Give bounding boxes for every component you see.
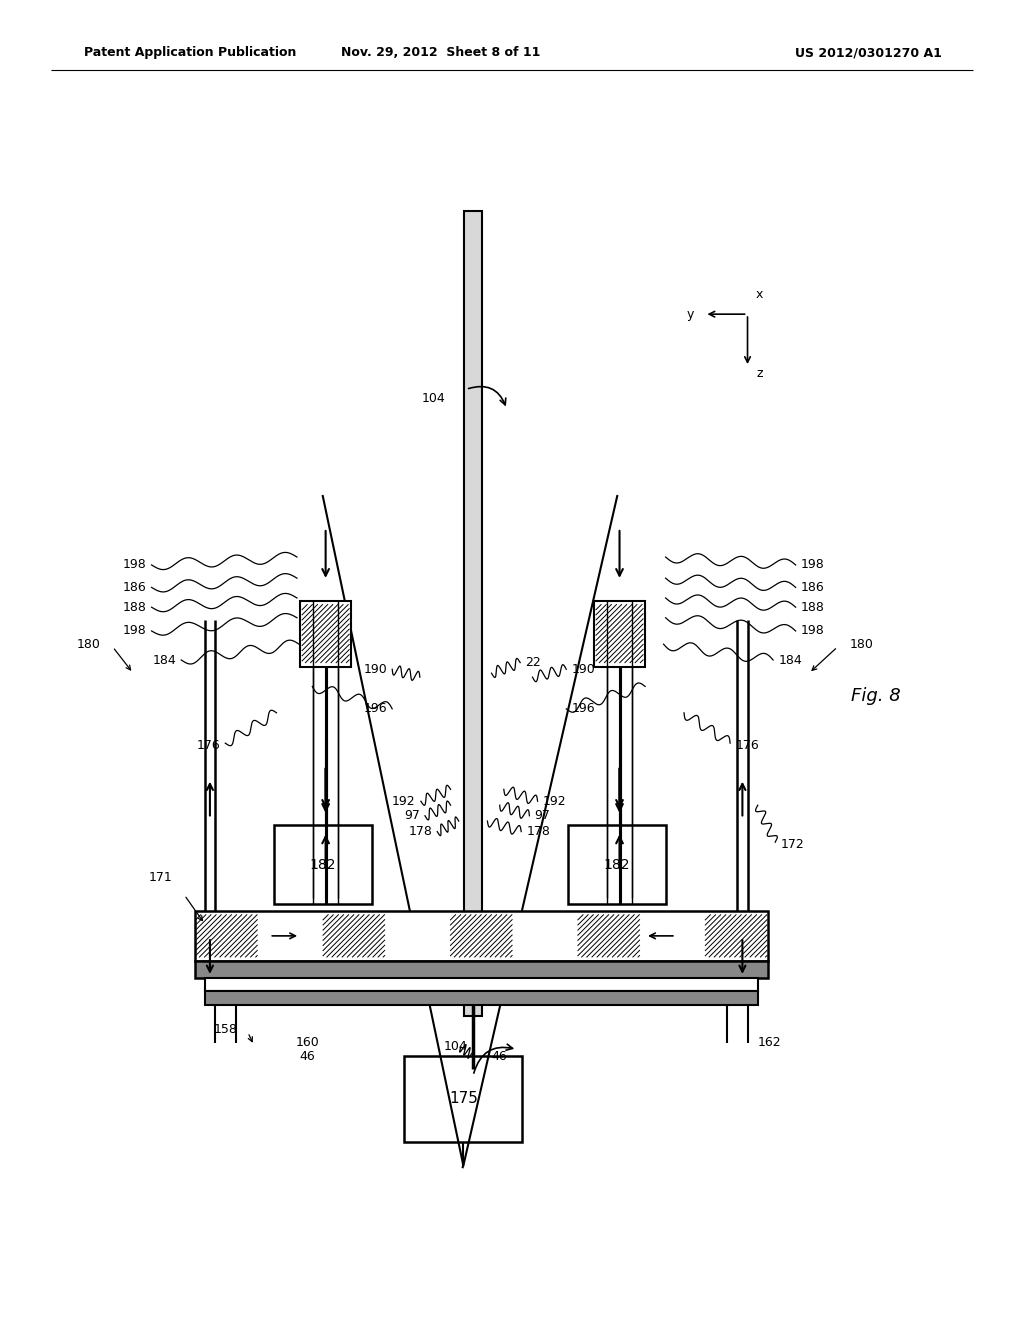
Text: 186: 186 xyxy=(123,581,146,594)
Text: 176: 176 xyxy=(197,739,220,752)
Text: 171: 171 xyxy=(148,871,172,884)
Text: 198: 198 xyxy=(801,558,824,572)
Bar xyxy=(464,211,482,1016)
Text: 198: 198 xyxy=(801,624,824,638)
Text: 104: 104 xyxy=(422,392,445,405)
Text: 180: 180 xyxy=(850,638,873,651)
Bar xyxy=(205,978,758,991)
Text: 158: 158 xyxy=(214,1023,238,1036)
Bar xyxy=(205,991,758,1005)
Text: 188: 188 xyxy=(801,601,824,614)
Text: 184: 184 xyxy=(778,653,802,667)
Text: Nov. 29, 2012  Sheet 8 of 11: Nov. 29, 2012 Sheet 8 of 11 xyxy=(341,46,540,59)
Text: 46: 46 xyxy=(299,1049,315,1063)
Text: 46: 46 xyxy=(492,1049,508,1063)
Text: 184: 184 xyxy=(153,653,176,667)
Text: 178: 178 xyxy=(526,825,550,838)
Text: 182: 182 xyxy=(604,858,630,871)
Text: 180: 180 xyxy=(77,638,100,651)
Text: 22: 22 xyxy=(525,656,541,669)
Text: 192: 192 xyxy=(543,795,566,808)
Text: 162: 162 xyxy=(758,1036,781,1049)
Text: 198: 198 xyxy=(123,558,146,572)
Text: 192: 192 xyxy=(392,795,416,808)
Bar xyxy=(195,961,768,978)
Bar xyxy=(404,1056,522,1142)
Text: 196: 196 xyxy=(364,702,387,715)
Text: 97: 97 xyxy=(535,809,551,822)
Text: 188: 188 xyxy=(123,601,146,614)
Text: 176: 176 xyxy=(735,739,759,752)
Text: y: y xyxy=(687,308,694,321)
Text: Fig. 8: Fig. 8 xyxy=(851,686,900,705)
Text: 182: 182 xyxy=(310,858,336,871)
Text: 172: 172 xyxy=(780,838,804,851)
Text: 190: 190 xyxy=(364,663,387,676)
Text: 198: 198 xyxy=(123,624,146,638)
Text: 97: 97 xyxy=(403,809,420,822)
Text: 196: 196 xyxy=(571,702,595,715)
Bar xyxy=(300,601,351,667)
Text: 178: 178 xyxy=(409,825,432,838)
Bar xyxy=(568,825,666,904)
Bar xyxy=(274,825,372,904)
Text: x: x xyxy=(756,288,763,301)
Bar xyxy=(195,911,768,961)
Text: 104: 104 xyxy=(443,1040,468,1053)
Text: 160: 160 xyxy=(295,1036,319,1049)
Bar xyxy=(594,601,645,667)
Text: z: z xyxy=(757,367,763,380)
Text: 186: 186 xyxy=(801,581,824,594)
Text: 175: 175 xyxy=(449,1092,478,1106)
Text: US 2012/0301270 A1: US 2012/0301270 A1 xyxy=(796,46,942,59)
Text: 190: 190 xyxy=(571,663,595,676)
Text: Patent Application Publication: Patent Application Publication xyxy=(84,46,296,59)
